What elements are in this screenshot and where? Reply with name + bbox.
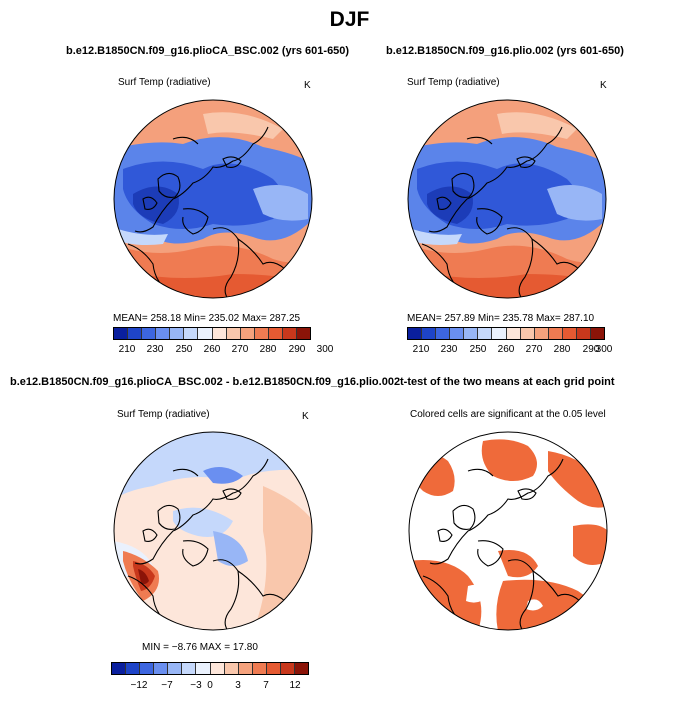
colorbar-swatch (196, 663, 211, 674)
colorbar-tick: −7 (161, 680, 173, 691)
colorbar-swatch (450, 328, 465, 339)
colorbar-swatch (408, 328, 423, 339)
panel1-polar-map (113, 99, 313, 299)
colorbar-swatch (464, 328, 479, 339)
colorbar-tick: 260 (497, 344, 515, 355)
panel2-colorbar (407, 327, 605, 340)
panel3-title: b.e12.B1850CN.f09_g16.plioCA_BSC.002 - b… (10, 376, 401, 388)
colorbar-swatch (182, 663, 197, 674)
colorbar-tick: 3 (235, 680, 241, 691)
panel2-title: b.e12.B1850CN.f09_g16.plio.002 (yrs 601-… (386, 45, 624, 57)
colorbar-tick: 250 (469, 344, 487, 355)
colorbar-tick: 300 (595, 344, 613, 355)
panel3-polar-map (113, 431, 313, 631)
colorbar-swatch (534, 328, 549, 339)
colorbar-tick: 270 (231, 344, 249, 355)
colorbar-tick: 270 (525, 344, 543, 355)
colorbar-tick: 290 (288, 344, 306, 355)
colorbar-swatch (168, 663, 183, 674)
colorbar-swatch (210, 663, 225, 674)
colorbar-tick: 280 (553, 344, 571, 355)
panel2-polar-map (407, 99, 607, 299)
colorbar-swatch (112, 663, 127, 674)
colorbar-tick: 210 (118, 344, 136, 355)
colorbar-tick: 260 (203, 344, 221, 355)
colorbar-swatch (252, 663, 267, 674)
colorbar-tick: 7 (263, 680, 269, 691)
colorbar-swatch (576, 328, 592, 339)
colorbar-swatch (506, 328, 521, 339)
colorbar-tick: 250 (175, 344, 193, 355)
main-title: DJF (329, 8, 370, 31)
colorbar-swatch (492, 328, 507, 339)
panel4-variable-label: Colored cells are significant at the 0.0… (410, 409, 606, 420)
panel3-stats: MIN = −8.76 MAX = 17.80 (142, 642, 258, 653)
colorbar-tick: 210 (412, 344, 430, 355)
colorbar-tick: 230 (146, 344, 164, 355)
panel1-title: b.e12.B1850CN.f09_g16.plioCA_BSC.002 (yr… (66, 45, 350, 57)
colorbar-swatch (238, 663, 253, 674)
colorbar-swatch (478, 328, 493, 339)
colorbar-tick: −3 (190, 680, 202, 691)
colorbar-swatch (128, 328, 143, 339)
colorbar-swatch (268, 328, 283, 339)
colorbar-swatch (142, 328, 157, 339)
colorbar-tick: 300 (316, 344, 334, 355)
colorbar-tick: 12 (289, 680, 301, 691)
panel3-colorbar (111, 662, 309, 675)
colorbar-swatch (591, 328, 605, 339)
colorbar-tick: 230 (440, 344, 458, 355)
panel2-unit-label: K (600, 80, 607, 91)
colorbar-tick: 290 (582, 344, 600, 355)
colorbar-swatch (156, 328, 171, 339)
colorbar-swatch (297, 328, 311, 339)
panel4-title: t-test of the two means at each grid poi… (400, 376, 615, 388)
panel1-stats: MEAN= 258.18 Min= 235.02 Max= 287.25 (113, 313, 301, 324)
colorbar-swatch (295, 663, 309, 674)
colorbar-swatch (212, 328, 227, 339)
colorbar-swatch (224, 663, 239, 674)
colorbar-swatch (154, 663, 169, 674)
colorbar-swatch (114, 328, 129, 339)
colorbar-swatch (170, 328, 185, 339)
colorbar-swatch (140, 663, 155, 674)
panel3-variable-label: Surf Temp (radiative) (117, 409, 210, 420)
colorbar-swatch (254, 328, 269, 339)
colorbar-swatch (422, 328, 437, 339)
panel1-unit-label: K (304, 80, 311, 91)
colorbar-tick: 0 (207, 680, 213, 691)
colorbar-swatch (126, 663, 141, 674)
colorbar-swatch (184, 328, 199, 339)
colorbar-tick: 280 (259, 344, 277, 355)
colorbar-swatch (266, 663, 281, 674)
colorbar-swatch (280, 663, 296, 674)
colorbar-swatch (240, 328, 255, 339)
colorbar-swatch (436, 328, 451, 339)
colorbar-swatch (520, 328, 535, 339)
panel1-colorbar (113, 327, 311, 340)
colorbar-swatch (562, 328, 577, 339)
panel2-stats: MEAN= 257.89 Min= 235.78 Max= 287.10 (407, 313, 595, 324)
colorbar-swatch (198, 328, 213, 339)
colorbar-tick: −12 (130, 680, 148, 691)
panel2-variable-label: Surf Temp (radiative) (407, 77, 500, 88)
panel1-variable-label: Surf Temp (radiative) (118, 77, 211, 88)
colorbar-swatch (282, 328, 298, 339)
panel4-polar-map (408, 431, 608, 631)
colorbar-swatch (226, 328, 241, 339)
colorbar-swatch (548, 328, 563, 339)
panel3-unit-label: K (302, 411, 309, 422)
